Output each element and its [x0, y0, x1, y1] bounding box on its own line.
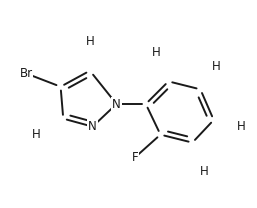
- Text: H: H: [32, 128, 41, 141]
- Text: H: H: [212, 60, 221, 73]
- Text: H: H: [86, 35, 94, 48]
- Text: N: N: [88, 120, 97, 133]
- Text: N: N: [112, 98, 121, 110]
- Text: F: F: [132, 151, 139, 164]
- Text: H: H: [152, 46, 161, 59]
- Text: H: H: [200, 165, 209, 178]
- Text: Br: Br: [20, 67, 33, 80]
- Text: H: H: [237, 120, 246, 133]
